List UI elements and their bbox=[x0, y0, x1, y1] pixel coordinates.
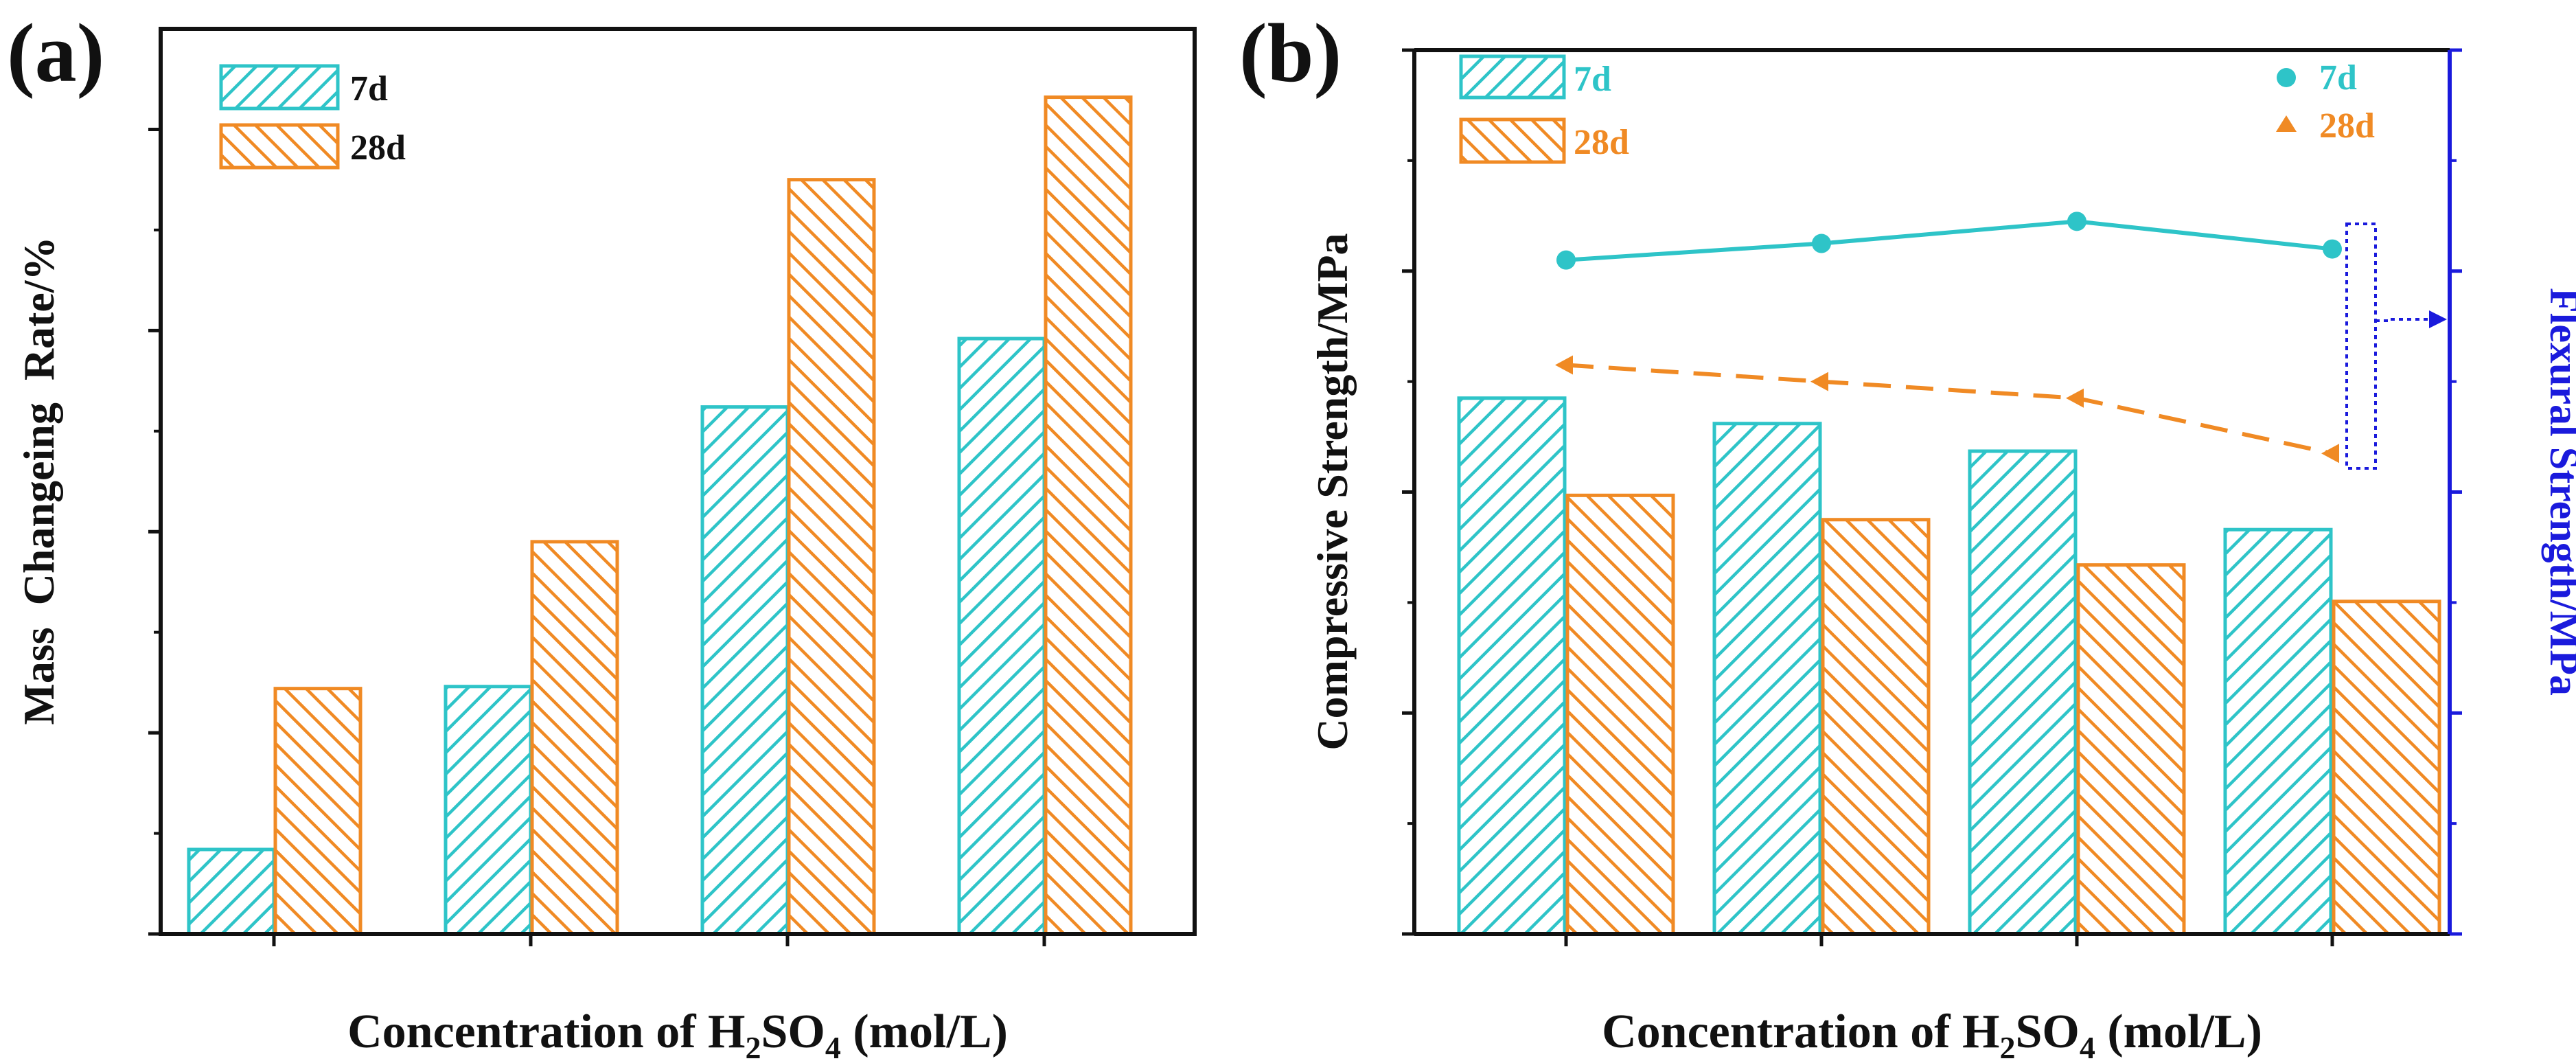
legend-b-swatch-7d bbox=[1459, 54, 1566, 100]
bar-b-28d-0.2 bbox=[1565, 493, 1675, 936]
point-b-28d-0.8 bbox=[2066, 388, 2084, 408]
legend-a-swatch-28d bbox=[219, 123, 340, 170]
panel-b-line-legend: 7d 28d bbox=[2276, 58, 2375, 146]
point-b-7d-1 bbox=[2323, 239, 2342, 259]
point-b-7d-0.2 bbox=[1556, 250, 1576, 270]
point-b-28d-0.2 bbox=[1555, 355, 1573, 375]
panel-a-label: (a) bbox=[7, 7, 104, 100]
annotation-arrow-head bbox=[2429, 310, 2447, 328]
panel-b-ylabel-left: Compressive Strength/MPa bbox=[1308, 233, 1357, 750]
panel-a: (a) 7d 28d Mass Changeing Rate/% Concent… bbox=[7, 7, 1197, 1061]
legend-b-swatch-28d bbox=[1459, 117, 1566, 164]
panel-b-xlabel: Concentration of H2SO4 (mol/L) bbox=[1602, 1005, 2262, 1061]
bar-a-28d-0.2 bbox=[273, 687, 363, 936]
legend-b-marker-28d bbox=[2276, 115, 2297, 132]
bar-a-28d-1 bbox=[1044, 95, 1133, 936]
panel-b-annotation bbox=[2345, 223, 2447, 470]
panel-a-bars bbox=[187, 95, 1133, 936]
bar-a-7d-0.2 bbox=[187, 847, 276, 936]
panel-b-ylabel-right: Flexural Strength/MPa bbox=[2542, 288, 2576, 696]
bar-a-7d-0.5 bbox=[444, 685, 533, 936]
panel-b-bar-legend: 7d 28d bbox=[1459, 54, 1629, 164]
bar-b-28d-0.5 bbox=[1821, 518, 1931, 936]
bar-b-7d-0.5 bbox=[1712, 422, 1822, 936]
bar-b-7d-0.8 bbox=[1968, 449, 2078, 936]
panel-a-xlabel: Concentration of H2SO4 (mol/L) bbox=[347, 1005, 1008, 1061]
bar-b-28d-0.8 bbox=[2076, 563, 2186, 936]
panel-b-bars bbox=[1457, 396, 2441, 936]
legend-b-marker-7d bbox=[2277, 68, 2296, 87]
legend-b-line-label-28d: 28d bbox=[2319, 106, 2375, 146]
line-b-flexural-28d bbox=[1565, 363, 2333, 456]
annotation-arrow-line bbox=[2376, 318, 2432, 322]
panel-a-legend: 7d 28d bbox=[219, 64, 406, 170]
highlight-box bbox=[2345, 223, 2377, 470]
legend-b-label-28d: 28d bbox=[1574, 123, 1629, 162]
bar-b-7d-0.2 bbox=[1457, 396, 1567, 936]
legend-b-line-label-7d: 7d bbox=[2319, 58, 2357, 98]
legend-b-label-7d: 7d bbox=[1574, 60, 1611, 99]
point-b-7d-0.5 bbox=[1812, 233, 1831, 253]
point-b-7d-0.8 bbox=[2067, 212, 2086, 231]
panel-a-plot-frame bbox=[159, 27, 1197, 936]
bar-a-28d-0.8 bbox=[787, 178, 876, 936]
point-b-28d-0.5 bbox=[1810, 372, 1828, 391]
panel-b-label: (b) bbox=[1239, 7, 1342, 100]
bar-b-28d-1 bbox=[2332, 600, 2441, 936]
panel-a-ylabel: Mass Changeing Rate/% bbox=[14, 236, 63, 725]
panel-b-lines bbox=[1555, 212, 2342, 464]
panel-b: (b) 7d 28d 7d 28d Compressive St bbox=[1239, 7, 2576, 1061]
bar-b-7d-1 bbox=[2223, 527, 2333, 936]
legend-a-swatch-7d bbox=[219, 64, 340, 111]
line-b-flexural-7d bbox=[1565, 219, 2333, 262]
bar-a-7d-1 bbox=[957, 336, 1046, 936]
legend-a-label-7d: 7d bbox=[350, 69, 388, 109]
legend-a-label-28d: 28d bbox=[350, 128, 406, 168]
bar-a-7d-0.8 bbox=[700, 405, 790, 936]
bar-a-28d-0.5 bbox=[530, 540, 619, 936]
point-b-28d-1 bbox=[2321, 444, 2339, 464]
